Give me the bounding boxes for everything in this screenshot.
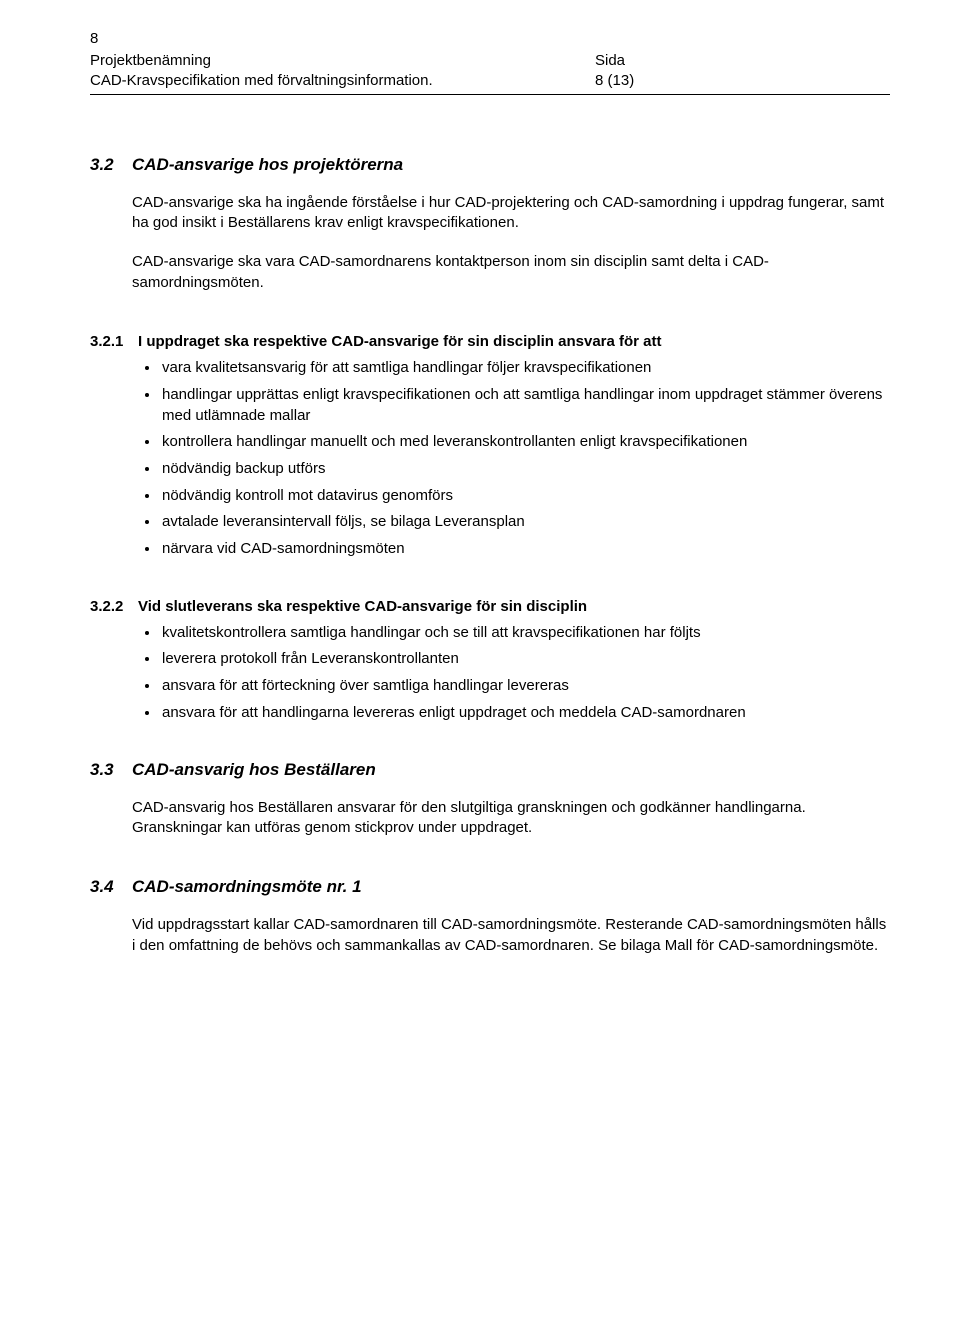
- section-3-4: 3.4CAD-samordningsmöte nr. 1 Vid uppdrag…: [90, 877, 890, 956]
- project-label: Projektbenämning: [90, 51, 890, 71]
- section-3-2-2: 3.2.2Vid slutleverans ska respektive CAD…: [90, 596, 890, 724]
- page-counter: 8 (13): [595, 71, 634, 91]
- list-item: kvalitetskontrollera samtliga handlingar…: [160, 623, 890, 644]
- heading-number: 3.2.2: [90, 596, 138, 617]
- heading-text: Vid slutleverans ska respektive CAD-ansv…: [138, 598, 587, 615]
- section-3-2-1: 3.2.1I uppdraget ska respektive CAD-ansv…: [90, 331, 890, 560]
- paragraph: Vid uppdragsstart kallar CAD-samordnaren…: [132, 915, 890, 956]
- heading-number: 3.4: [90, 877, 132, 897]
- list-item: ansvara för att förteckning över samtlig…: [160, 676, 890, 697]
- list-item: avtalade leveransintervall följs, se bil…: [160, 512, 890, 533]
- heading-3-4: 3.4CAD-samordningsmöte nr. 1: [90, 877, 890, 897]
- section-3-3: 3.3CAD-ansvarig hos Beställaren CAD-ansv…: [90, 760, 890, 839]
- paragraph: CAD-ansvarige ska ha ingående förståelse…: [132, 193, 890, 234]
- heading-number: 3.2: [90, 155, 132, 175]
- heading-number: 3.2.1: [90, 331, 138, 352]
- header-right: Sida 8 (13): [595, 51, 634, 92]
- paragraph: CAD-ansvarig hos Beställaren ansvarar fö…: [132, 798, 890, 839]
- page-header: Projektbenämning CAD-Kravspecifikation m…: [90, 51, 890, 95]
- heading-3-3: 3.3CAD-ansvarig hos Beställaren: [90, 760, 890, 780]
- list-item: kontrollera handlingar manuellt och med …: [160, 432, 890, 453]
- heading-text: CAD-ansvarige hos projektörerna: [132, 155, 403, 174]
- list-item: leverera protokoll från Leveranskontroll…: [160, 649, 890, 670]
- bullet-list-3-2-1: vara kvalitetsansvarig för att samtliga …: [132, 358, 890, 560]
- page-number-top: 8: [90, 30, 890, 47]
- list-item: nödvändig kontroll mot datavirus genomfö…: [160, 486, 890, 507]
- header-left: Projektbenämning CAD-Kravspecifikation m…: [90, 51, 890, 92]
- list-item: vara kvalitetsansvarig för att samtliga …: [160, 358, 890, 379]
- heading-3-2-1: 3.2.1I uppdraget ska respektive CAD-ansv…: [90, 331, 890, 352]
- paragraph: CAD-ansvarige ska vara CAD-samordnarens …: [132, 252, 890, 293]
- heading-number: 3.3: [90, 760, 132, 780]
- heading-text: CAD-samordningsmöte nr. 1: [132, 877, 362, 896]
- list-item: närvara vid CAD-samordningsmöten: [160, 539, 890, 560]
- section-3-2: 3.2CAD-ansvarige hos projektörerna CAD-a…: [90, 155, 890, 294]
- document-title: CAD-Kravspecifikation med förvaltningsin…: [90, 71, 890, 91]
- document-page: 8 Projektbenämning CAD-Kravspecifikation…: [0, 0, 960, 1038]
- heading-text: CAD-ansvarig hos Beställaren: [132, 760, 376, 779]
- heading-text: I uppdraget ska respektive CAD-ansvarige…: [138, 333, 662, 350]
- list-item: ansvara för att handlingarna levereras e…: [160, 703, 890, 724]
- list-item: nödvändig backup utförs: [160, 459, 890, 480]
- bullet-list-3-2-2: kvalitetskontrollera samtliga handlingar…: [132, 623, 890, 724]
- heading-3-2-2: 3.2.2Vid slutleverans ska respektive CAD…: [90, 596, 890, 617]
- heading-3-2: 3.2CAD-ansvarige hos projektörerna: [90, 155, 890, 175]
- list-item: handlingar upprättas enligt kravspecifik…: [160, 385, 890, 426]
- page-label: Sida: [595, 51, 634, 71]
